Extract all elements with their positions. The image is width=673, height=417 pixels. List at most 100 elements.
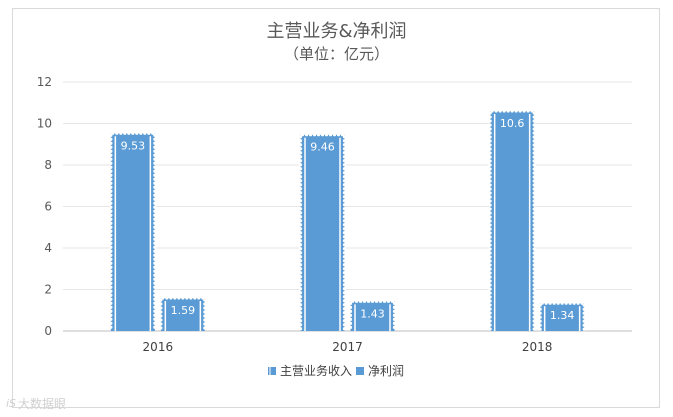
scallop [161,296,165,300]
scallop [298,211,303,215]
scallop [358,299,363,303]
scallop [298,307,303,311]
scallop [532,131,536,135]
scallop [298,135,303,139]
scallop [153,177,157,181]
scallop [109,169,113,173]
scallop [153,157,157,161]
scallop [538,319,542,323]
scallop [298,323,303,327]
scallop [298,175,303,179]
scallop [488,315,492,319]
scallop [109,241,113,245]
scallop [488,319,492,323]
scallop [153,309,157,313]
scallop [532,307,536,311]
bar-profit [159,296,207,331]
scallop [488,191,492,195]
scallop [538,303,542,307]
scallop [488,231,492,235]
scallop [488,127,492,131]
scallop [342,275,347,279]
scallop [342,135,347,139]
scallop [153,293,157,297]
scallop [342,307,347,311]
scallop [298,319,303,323]
scallop [532,227,536,231]
scallop [109,281,113,285]
scallop [532,151,536,155]
scallop [532,275,536,279]
scallop [298,199,303,203]
scallop [392,321,397,325]
scallop [153,201,157,205]
y-tick-label: 12 [37,75,52,89]
scallop [109,149,113,153]
scallop [153,289,157,293]
scallop [177,296,181,300]
scallop [576,301,580,305]
scallop [320,133,325,137]
scallop [203,302,207,306]
scallop [538,323,542,327]
scallop [392,325,397,329]
scallop [580,301,584,305]
scallop [332,133,337,137]
scallop [342,227,347,231]
scallop [298,279,303,283]
scallop [109,145,113,149]
scallop [342,159,347,163]
scallop [488,119,492,123]
scallop [488,307,492,311]
scallop [298,203,303,207]
scallop [348,313,353,317]
scallop [298,139,303,143]
scallop [488,207,492,211]
scallop [153,277,157,281]
scallop [532,295,536,299]
scallop [532,123,536,127]
scallop [109,289,113,293]
scallop [532,223,536,227]
scallop [386,299,391,303]
scallop [392,317,397,321]
scallop [532,195,536,199]
legend-swatch [356,367,364,375]
scallop [572,301,576,305]
scallop [488,263,492,267]
scallop [153,265,157,269]
scallop [109,181,113,185]
scallop [538,327,542,331]
scallop [488,163,492,167]
scallop [532,139,536,143]
scallop [153,301,157,305]
bar-revenue [109,131,157,331]
scallop [488,135,492,139]
scallop [109,325,113,329]
scallop [147,131,151,135]
scallop [582,327,586,331]
scallop [532,323,536,327]
scallop [342,311,347,315]
scallop [544,301,548,305]
scallop [109,185,113,189]
scallop [532,207,536,211]
scallop [510,109,514,113]
scallop [153,165,157,169]
scallop [488,151,492,155]
scallop [298,155,303,159]
scallop [342,323,347,327]
scallop [109,321,113,325]
scallop [153,185,157,189]
watermark-logo: iS [6,397,17,410]
scallop [488,147,492,151]
scallop [532,271,536,275]
scallop [342,139,347,143]
scallop [109,161,113,165]
bar-revenue [298,133,347,331]
scallop [185,296,189,300]
scallop [488,227,492,231]
scallop [532,167,536,171]
scallop [109,177,113,181]
scallop [582,323,586,327]
